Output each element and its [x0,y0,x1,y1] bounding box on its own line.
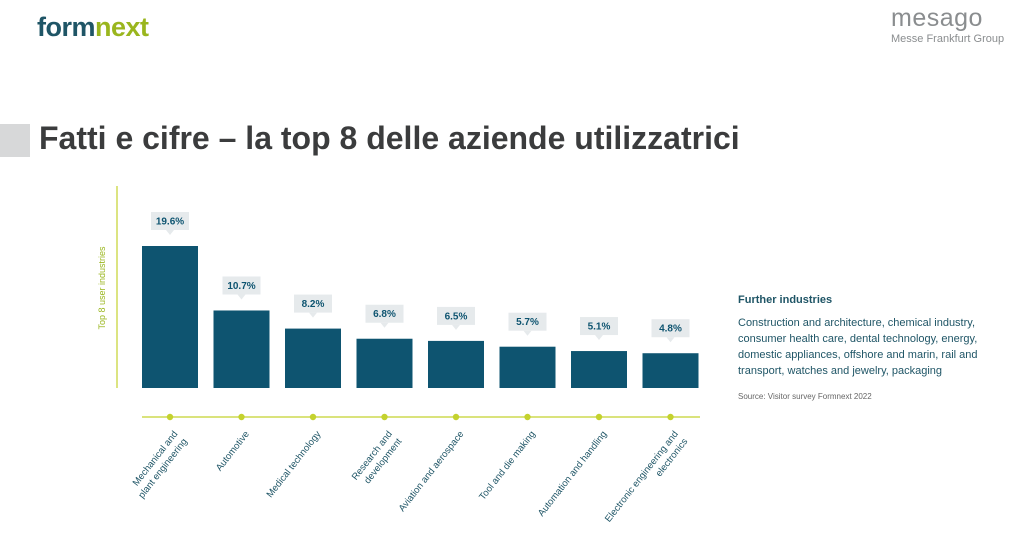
mesago-logo-group: Messe Frankfurt Group [891,33,1005,45]
bar [285,328,341,388]
axis-tick-dot [595,413,603,421]
value-label-box [294,294,332,313]
value-label: 4.8% [659,324,682,335]
category-label: Medical technology [265,429,324,500]
value-label-pointer [166,230,174,235]
header: formnext mesago Messe Frankfurt Group [0,0,1024,70]
category-label: Automotive [214,429,252,473]
slide-title: Fatti e cifre – la top 8 delle aziende u… [39,120,740,156]
value-label-pointer [452,324,460,330]
value-label-box [151,212,189,230]
category-label: Research anddevelopment [350,429,405,490]
source-note: Source: Visitor survey Formnext 2022 [738,392,872,401]
axis-tick-dot [166,413,174,421]
formnext-logo-part1: form [37,12,96,42]
category-label: Mechanical andplant engineering [127,429,190,501]
axis-tick-dot [524,413,531,421]
value-label: 6.8% [373,309,396,320]
title-marker [0,124,30,157]
bar [356,338,413,388]
axis-tick-dot [381,413,388,421]
bar [213,310,270,388]
bar [571,351,627,388]
value-label-pointer [523,330,532,336]
value-label-box [437,306,475,325]
category-label: Tool and die making [477,429,538,502]
value-label-pointer [380,322,389,328]
formnext-logo-part2: next [95,12,149,42]
value-label-pointer [666,337,675,343]
bar [499,346,556,388]
axis-tick-dot [452,413,460,421]
y-axis-label: Top 8 user industries [97,246,107,330]
value-label-pointer [309,312,317,318]
value-label: 10.7% [227,281,255,292]
further-industries-text: Construction and architecture, chemical … [738,317,978,377]
category-label: Electronic engineering andelectronics [603,429,691,532]
value-label-box [651,319,690,338]
value-label: 5.1% [588,322,611,333]
axis-tick-dot [667,413,674,421]
value-label: 19.6% [156,217,184,228]
mesago-logo: mesago Messe Frankfurt Group [891,4,1004,45]
axis-tick-dot [309,413,317,421]
category-label: Automation and handling [536,429,609,519]
value-label-pointer [237,294,246,300]
axis-tick-dot [238,413,245,421]
formnext-logo: formnext [37,12,149,43]
value-label: 5.7% [516,317,539,328]
value-label-box [580,317,618,336]
value-label-pointer [595,335,603,341]
value-label: 6.5% [445,311,468,322]
category-label: Aviation and aerospace [397,429,467,514]
bar [642,353,699,388]
chart-area: Top 8 user industries 19.6% Mechanical and… [84,176,1018,538]
further-industries-panel: Further industries Construction and arch… [738,294,978,401]
mesago-logo-name: mesago [891,4,983,32]
bar [428,340,484,388]
value-label-box [222,276,261,295]
value-label: 8.2% [302,299,325,310]
further-industries-heading: Further industries [738,294,833,306]
value-label-box [365,304,404,323]
bar [142,246,198,388]
bar-chart: Top 8 user industries 19.6% Mechanical and… [97,186,700,532]
value-label-box [508,312,547,331]
